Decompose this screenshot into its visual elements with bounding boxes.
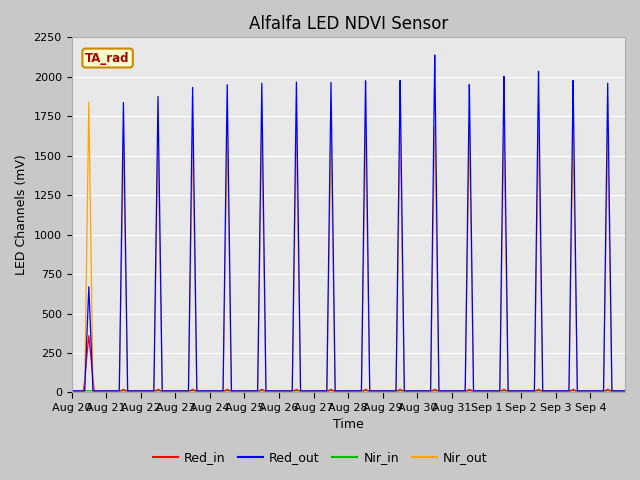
Red_in bbox=[95, 388, 103, 394]
Red_in bbox=[268, 388, 276, 394]
Red_in bbox=[621, 388, 629, 394]
Red_out bbox=[621, 388, 629, 394]
Red_out bbox=[508, 388, 515, 394]
Nir_out bbox=[95, 388, 103, 394]
Nir_out bbox=[419, 388, 427, 394]
Nir_out bbox=[85, 99, 93, 105]
Nir_in bbox=[621, 388, 629, 394]
Line: Red_out: Red_out bbox=[72, 55, 625, 391]
X-axis label: Time: Time bbox=[333, 419, 364, 432]
Red_in bbox=[478, 388, 486, 394]
Nir_in bbox=[395, 388, 403, 394]
Red_out bbox=[431, 52, 438, 58]
Nir_out bbox=[478, 388, 486, 394]
Nir_in bbox=[95, 388, 103, 394]
Red_in bbox=[508, 388, 515, 394]
Nir_out bbox=[68, 388, 76, 394]
Red_in bbox=[419, 388, 427, 394]
Red_in bbox=[85, 333, 93, 338]
Legend: Red_in, Red_out, Nir_in, Nir_out: Red_in, Red_out, Nir_in, Nir_out bbox=[147, 446, 493, 469]
Nir_out bbox=[508, 388, 515, 394]
Nir_in bbox=[478, 388, 486, 394]
Red_out bbox=[395, 161, 403, 167]
Red_out bbox=[268, 388, 276, 394]
Red_out bbox=[419, 388, 427, 394]
Nir_out bbox=[621, 388, 629, 394]
Nir_in bbox=[508, 388, 515, 394]
Nir_in bbox=[419, 388, 427, 394]
Red_in bbox=[396, 387, 403, 393]
Red_in bbox=[68, 388, 76, 394]
Line: Red_in: Red_in bbox=[72, 336, 625, 391]
Title: Alfalfa LED NDVI Sensor: Alfalfa LED NDVI Sensor bbox=[248, 15, 448, 33]
Nir_in bbox=[268, 388, 276, 394]
Y-axis label: LED Channels (mV): LED Channels (mV) bbox=[15, 155, 28, 275]
Nir_in bbox=[68, 388, 76, 394]
Red_out bbox=[478, 388, 486, 394]
Red_out bbox=[68, 388, 76, 394]
Nir_out bbox=[268, 388, 276, 394]
Red_out bbox=[95, 388, 103, 394]
Text: TA_rad: TA_rad bbox=[85, 51, 130, 64]
Nir_out bbox=[396, 196, 403, 202]
Line: Nir_out: Nir_out bbox=[72, 102, 625, 391]
